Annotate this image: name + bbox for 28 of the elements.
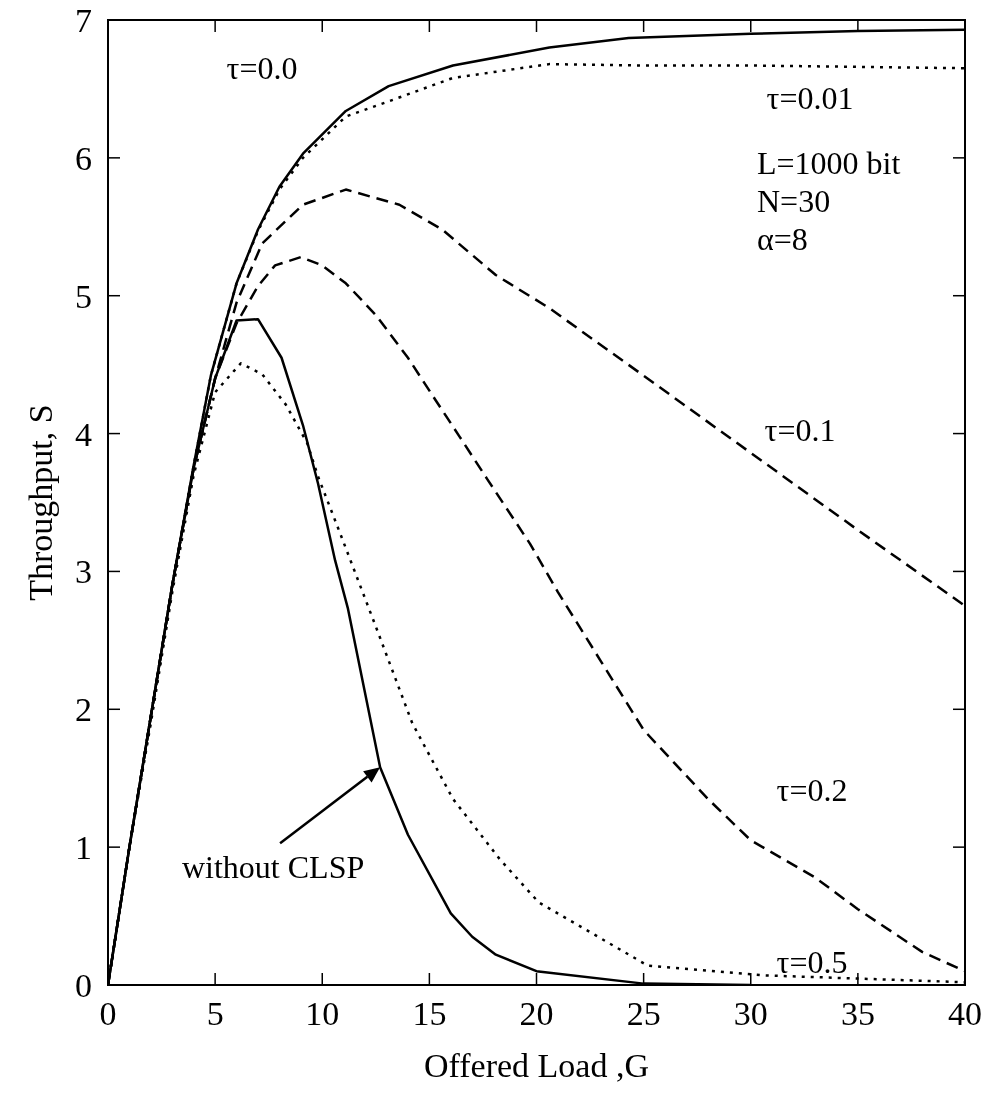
y-tick-label: 4	[75, 415, 92, 453]
x-tick-label: 5	[206, 995, 224, 1033]
y-tick-label: 7	[75, 2, 92, 40]
x-tick-label: 35	[840, 995, 875, 1033]
x-tick-label: 25	[626, 995, 661, 1033]
x-tick-label: 0	[99, 995, 117, 1033]
annotation: α=8	[757, 221, 808, 257]
annotation: L=1000 bit	[757, 145, 901, 181]
x-axis-title: Offered Load ,G	[423, 1047, 650, 1084]
y-tick-label: 6	[75, 139, 92, 177]
x-tick-label: 20	[519, 995, 554, 1033]
y-tick-label: 3	[75, 553, 92, 591]
y-tick-label: 5	[75, 277, 92, 315]
annotation: τ=0.01	[766, 80, 854, 116]
x-tick-label: 30	[733, 995, 768, 1033]
y-tick-label: 1	[75, 829, 92, 867]
annotation: τ=0.1	[764, 412, 836, 448]
x-tick-label: 15	[412, 995, 447, 1033]
annotation: N=30	[757, 183, 831, 219]
y-tick-label: 2	[75, 691, 92, 729]
y-axis-title: Throughput, S	[21, 404, 59, 601]
annotation: τ=0.2	[776, 772, 848, 808]
annotation: τ=0.5	[776, 944, 848, 980]
x-tick-label: 40	[948, 995, 982, 1033]
x-tick-label: 10	[305, 995, 340, 1033]
annotation: without CLSP	[181, 849, 365, 886]
annotation: τ=0.0	[226, 50, 298, 86]
y-tick-label: 0	[75, 967, 92, 1005]
